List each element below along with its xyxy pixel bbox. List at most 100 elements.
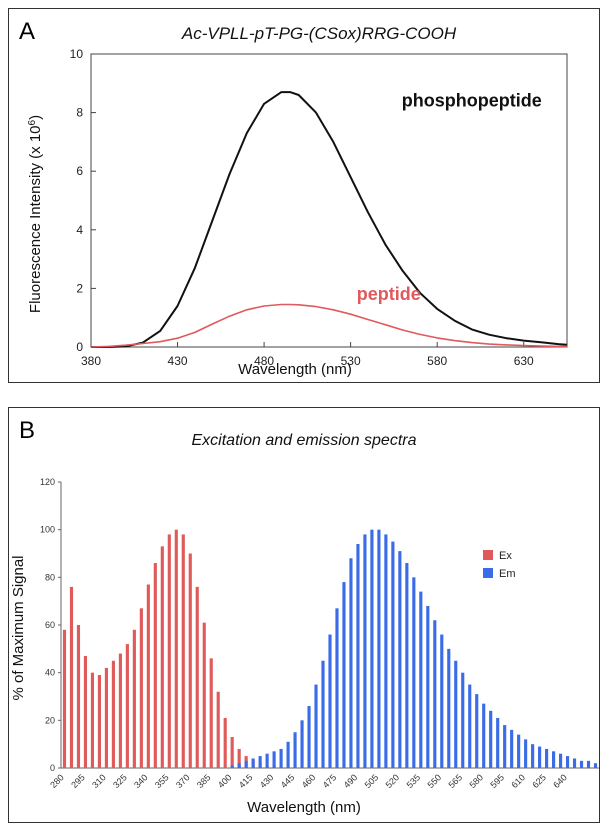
- ex-bar: [90, 672, 95, 768]
- y-tick-label: 100: [40, 525, 55, 535]
- x-tick-label: 370: [174, 772, 192, 790]
- em-bar: [461, 672, 465, 768]
- ex-bar: [209, 658, 213, 768]
- y-tick-label: 4: [76, 223, 83, 237]
- x-tick-label: 380: [81, 354, 101, 368]
- em-bar: [342, 582, 346, 768]
- ex-bar: [69, 586, 74, 768]
- x-tick-label: 630: [514, 354, 534, 368]
- y-tick-label: 120: [40, 477, 55, 487]
- em-bar: [454, 660, 458, 768]
- series-label-phosphopeptide: phosphopeptide: [402, 91, 542, 111]
- em-bar: [384, 534, 388, 768]
- em-bar: [559, 753, 563, 768]
- ex-bar: [216, 691, 220, 768]
- phosphopeptide-line: [91, 91, 568, 348]
- em-bar: [356, 543, 360, 768]
- em-bar: [279, 748, 283, 768]
- panel-b: B Excitation and emission spectra Wavele…: [8, 407, 600, 823]
- em-bar: [426, 605, 430, 768]
- em-bar: [503, 725, 507, 768]
- em-bar: [419, 591, 423, 768]
- ex-bar: [83, 655, 88, 768]
- legend-label-ex: Ex: [499, 550, 512, 562]
- em-bar: [433, 620, 437, 768]
- x-tick-label: 565: [446, 772, 464, 790]
- em-bar: [349, 558, 353, 768]
- y-axis-label: Fluorescence Intensity (x 106): [27, 115, 44, 313]
- x-tick-label: 475: [321, 772, 339, 790]
- em-bar: [593, 763, 598, 768]
- spectra-bar-chart: B Excitation and emission spectra Wavele…: [10, 417, 599, 816]
- x-tick-label: 430: [168, 354, 188, 368]
- ex-bar: [223, 717, 227, 768]
- ex-bar: [181, 534, 185, 768]
- legend-label-em: Em: [499, 568, 516, 580]
- plot-frame: [90, 53, 568, 348]
- fluorescence-line-chart: A Ac-VPLL-pT-PG-(CSox)RRG-COOH Wavelengt…: [19, 18, 568, 378]
- ex-bar: [76, 625, 81, 768]
- em-bar: [565, 756, 570, 768]
- em-bar: [258, 756, 262, 768]
- x-axis-label: Wavelength (nm): [247, 799, 361, 816]
- em-bar: [377, 529, 381, 768]
- ex-bar: [62, 629, 67, 768]
- em-bar: [489, 710, 493, 768]
- x-tick-label: 445: [279, 772, 297, 790]
- x-tick-label: 295: [69, 772, 87, 790]
- chart-title: Excitation and emission spectra: [192, 432, 417, 449]
- ex-bar: [195, 586, 199, 768]
- y-axis-label: % of Maximum Signal: [10, 555, 27, 700]
- x-tick-label: 325: [111, 772, 129, 790]
- ex-bar: [139, 608, 143, 768]
- ex-bar: [167, 534, 171, 768]
- x-tick-label: 530: [341, 354, 361, 368]
- em-bar: [405, 563, 409, 768]
- x-tick-label: 580: [467, 772, 485, 790]
- ex-bar: [97, 675, 101, 768]
- em-bar: [363, 534, 367, 768]
- em-bar: [300, 720, 304, 768]
- em-bar: [335, 608, 339, 768]
- x-tick-label: 385: [195, 772, 213, 790]
- x-tick-label: 595: [488, 772, 506, 790]
- x-axis-label: Wavelength (nm): [238, 361, 352, 378]
- em-bar: [496, 717, 500, 768]
- em-bar: [475, 694, 479, 768]
- y-tick-label: 60: [45, 620, 55, 630]
- x-tick-label: 580: [427, 354, 447, 368]
- y-tick-label: 0: [76, 340, 83, 354]
- ex-bar: [111, 660, 115, 768]
- em-bar: [293, 732, 297, 768]
- em-bar: [307, 706, 311, 768]
- em-bar: [440, 634, 444, 768]
- em-bar: [398, 551, 402, 768]
- y-tick-label: 6: [76, 164, 83, 178]
- em-bar: [251, 758, 255, 768]
- em-bar: [230, 765, 234, 768]
- x-tick-label: 520: [384, 772, 402, 790]
- y-tick-label: 80: [45, 572, 55, 582]
- ex-bar: [146, 584, 150, 768]
- ex-bar: [230, 737, 234, 768]
- ex-bar: [104, 667, 108, 768]
- ex-bar: [160, 546, 164, 768]
- x-tick-label: 610: [509, 772, 527, 790]
- em-bar: [482, 703, 486, 768]
- em-bar: [586, 760, 591, 768]
- em-bar: [272, 751, 276, 768]
- ex-bar: [237, 748, 241, 768]
- ex-bar: [202, 622, 206, 768]
- ex-bar: [118, 653, 122, 768]
- chart-title: Ac-VPLL-pT-PG-(CSox)RRG-COOH: [181, 24, 457, 43]
- em-bar: [579, 760, 584, 768]
- em-bar: [321, 660, 325, 768]
- legend-swatch-ex: [483, 550, 493, 560]
- ex-bar: [174, 529, 178, 768]
- x-tick-label: 625: [530, 772, 548, 790]
- em-bar: [265, 753, 269, 768]
- y-tick-label: 10: [70, 47, 84, 61]
- em-bar: [468, 684, 472, 768]
- x-tick-label: 550: [426, 772, 444, 790]
- peptide-line: [90, 303, 567, 348]
